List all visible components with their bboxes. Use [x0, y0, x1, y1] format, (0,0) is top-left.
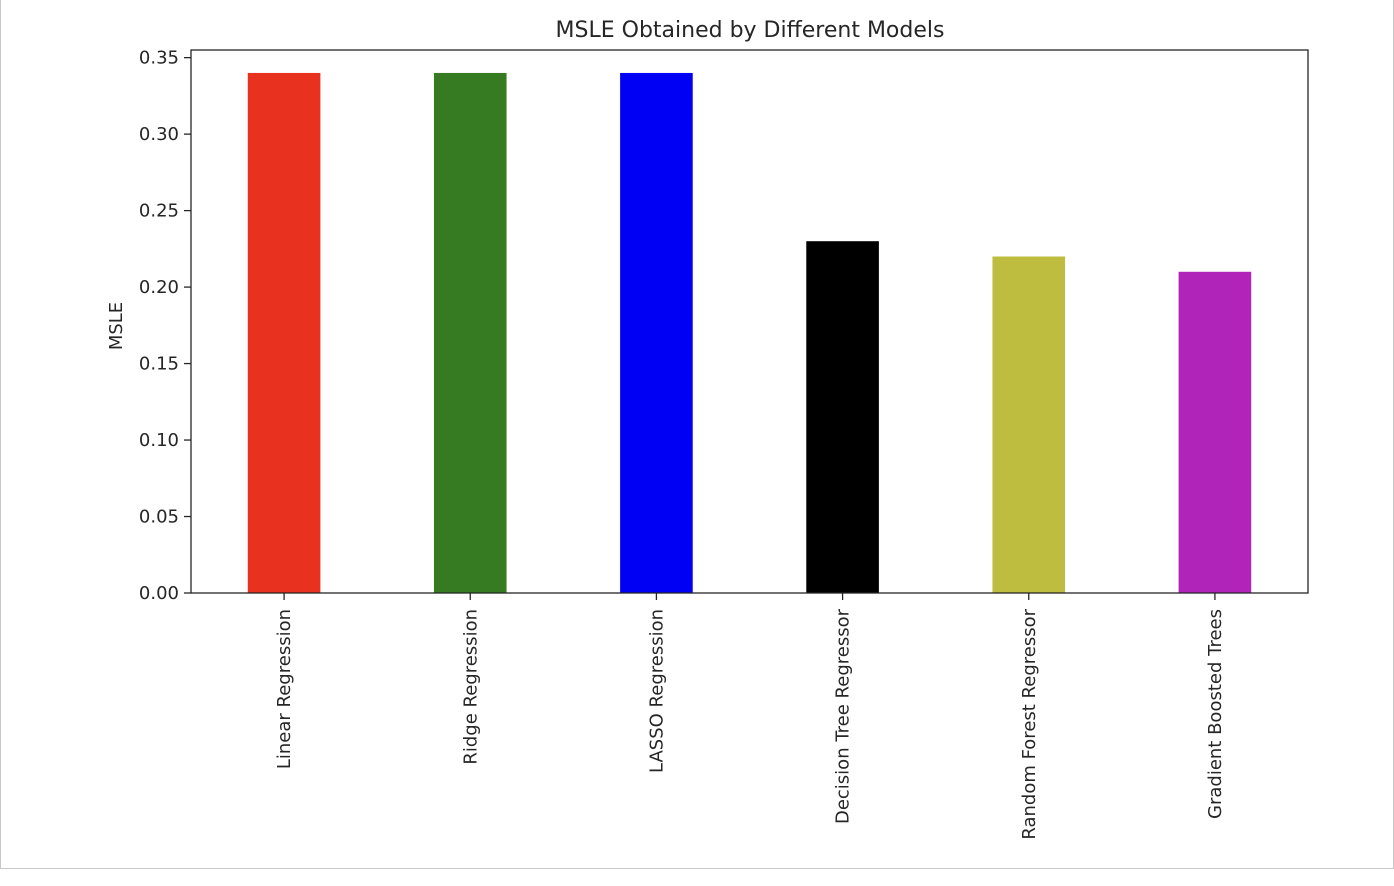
- y-tick-label: 0.35: [139, 48, 179, 69]
- y-tick-label: 0.00: [139, 583, 179, 604]
- x-tick-label: LASSO Regression: [646, 609, 667, 773]
- y-tick-label: 0.10: [139, 430, 179, 451]
- y-tick-label: 0.20: [139, 277, 179, 298]
- x-tick-label: Ridge Regression: [460, 609, 481, 765]
- x-tick-label: Random Forest Regressor: [1019, 608, 1040, 839]
- y-tick-label: 0.05: [139, 507, 179, 528]
- y-axis-ticks: 0.00 0.05 0.10 0.15 0.20 0.25 0.30 0.35: [139, 48, 191, 604]
- y-tick-label: 0.30: [139, 124, 179, 145]
- y-axis-label-group: MSLE: [106, 302, 127, 350]
- chart-title: MSLE Obtained by Different Models: [556, 18, 945, 43]
- bar-3: [806, 241, 879, 593]
- x-tick-label: Linear Regression: [274, 609, 295, 769]
- bar-5: [1178, 271, 1252, 593]
- bar-0: [247, 72, 321, 593]
- bars: [247, 72, 1252, 593]
- bar-4: [992, 256, 1066, 593]
- bar-1: [433, 72, 507, 593]
- x-axis-ticks: Linear Regression Ridge Regression LASSO R…: [274, 593, 1226, 840]
- y-axis-label: MSLE: [106, 302, 127, 350]
- x-tick-label: Gradient Boosted Trees: [1205, 609, 1226, 819]
- bar-2: [620, 72, 693, 593]
- plot-area-frame: [190, 49, 1309, 594]
- y-tick-label: 0.15: [139, 354, 179, 375]
- y-tick-label: 0.25: [139, 201, 179, 222]
- x-tick-label: Decision Tree Regressor: [833, 608, 854, 824]
